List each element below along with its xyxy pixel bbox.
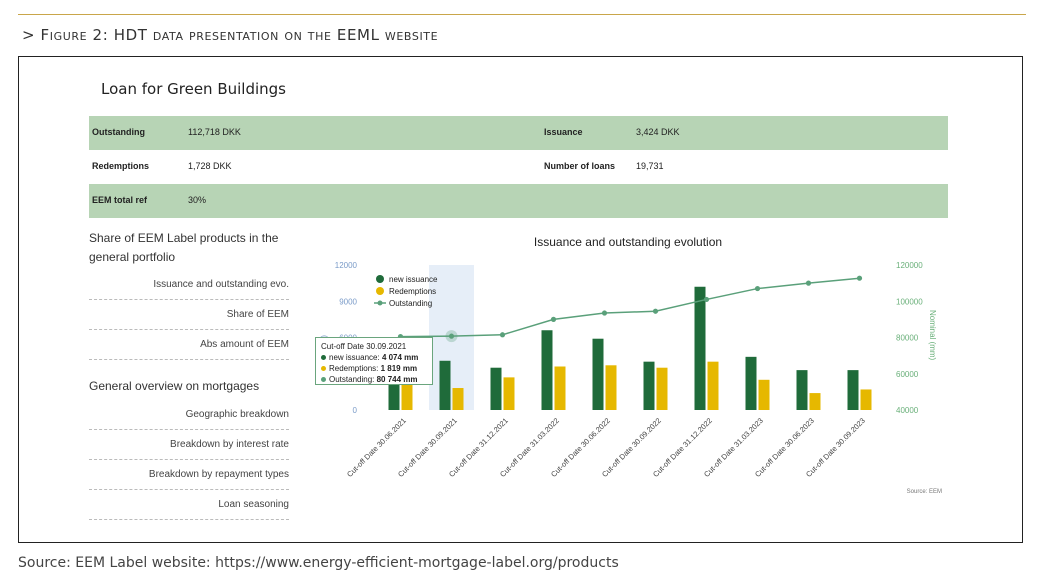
tooltip-label: Outstanding:: [329, 375, 375, 384]
issuance-bar: [796, 370, 808, 410]
top-rule: [18, 14, 1026, 15]
issuance-outstanding-chart[interactable]: Issuance and outstanding evolution 12000 9…: [300, 225, 970, 500]
x-tick-label: Cut-off Date 30.09.2023: [804, 416, 867, 479]
tooltip-row-issuance: new issuance: 4 074 mm: [321, 352, 427, 363]
legend-swatch: [376, 287, 384, 295]
tooltip-row-redemptions: Redemptions: 1 819 mm: [321, 363, 427, 374]
redemptions-bar: [503, 377, 515, 410]
issuance-bar: [490, 367, 502, 410]
right-tick-label: 100000: [896, 297, 923, 306]
left-tick-label: 0: [353, 406, 358, 415]
issuance-bar: [388, 361, 400, 410]
outstanding-point: [550, 316, 557, 322]
redemptions-bar: [758, 379, 770, 410]
chart-tooltip: Cut-off Date 30.09.2021 new issuance: 4 …: [315, 337, 433, 385]
right-axis-label: Nominal (mm): [928, 310, 937, 361]
tooltip-label: new issuance:: [329, 353, 380, 362]
legend-label: new issuance: [389, 275, 438, 284]
sidebar-item-geographic[interactable]: Geographic breakdown: [89, 400, 289, 430]
issuance-bar: [694, 286, 706, 410]
right-tick-label: 120000: [896, 261, 923, 270]
stat-value: 19,731: [636, 161, 664, 171]
right-tick-label: 80000: [896, 334, 919, 343]
tooltip-value: 80 744 mm: [376, 375, 418, 384]
redemptions-bar: [605, 365, 617, 410]
outstanding-point: [448, 333, 455, 339]
stat-row-eem-total: EEM total ref 30%: [89, 184, 948, 218]
outstanding-dot-icon: [321, 377, 326, 383]
stat-value: 1,728 DKK: [188, 161, 232, 171]
outstanding-point: [652, 308, 659, 314]
stat-value: 30%: [188, 195, 207, 205]
issuance-bar: [592, 338, 604, 410]
outstanding-point: [601, 310, 608, 316]
outstanding-point: [754, 285, 761, 292]
sidebar-item-loan-seasoning[interactable]: Loan seasoning: [89, 490, 289, 520]
redemptions-bar: [860, 389, 872, 410]
issuance-bar: [541, 330, 553, 410]
sidebar-heading-eem-share: Share of EEM Label products in the gener…: [89, 231, 279, 264]
redemptions-bar: [656, 367, 668, 410]
tooltip-row-outstanding: Outstanding: 80 744 mm: [321, 374, 427, 385]
stat-value: 3,424 DKK: [636, 127, 680, 137]
tooltip-value: 4 074 mm: [381, 353, 419, 362]
stat-label: EEM total ref: [92, 195, 148, 205]
outstanding-point: [499, 332, 506, 338]
source-text: Source: EEM Label website: https://www.e…: [18, 555, 619, 571]
sidebar-item-share-eem[interactable]: Share of EEM: [89, 300, 289, 330]
left-tick-label: 12000: [335, 261, 358, 270]
sidebar-heading-mortgages: General overview on mortgages: [89, 379, 260, 393]
legend-label: Redemptions: [389, 287, 436, 296]
right-tick-label: 60000: [896, 370, 919, 379]
redemptions-dot-icon: [321, 366, 326, 372]
issuance-bar: [439, 360, 451, 410]
right-tick-label: 40000: [896, 406, 919, 415]
figure-caption: > Figure 2: HDT data presentation on the…: [22, 26, 439, 44]
legend-swatch: [376, 275, 384, 283]
legend-swatch: [377, 300, 383, 306]
chart-source-note: Source: EEM: [907, 489, 942, 495]
issuance-dot-icon: [321, 355, 326, 361]
screenshot-frame: [18, 56, 1023, 543]
stat-row-redemptions: Redemptions 1,728 DKK Number of loans 19…: [89, 150, 948, 184]
issuance-bar: [847, 370, 859, 410]
legend-label: Outstanding: [389, 299, 432, 308]
outstanding-line: [400, 277, 860, 338]
stat-value: 112,718 DKK: [188, 127, 241, 137]
tooltip-label: Redemptions:: [329, 364, 379, 373]
chart-title: Issuance and outstanding evolution: [534, 235, 722, 249]
redemptions-bar: [707, 361, 719, 410]
stat-row-outstanding: Outstanding 112,718 DKK Issuance 3,424 D…: [89, 116, 948, 150]
issuance-bar: [643, 361, 655, 410]
issuance-bar: [745, 356, 757, 410]
panel-title: Loan for Green Buildings: [101, 80, 286, 98]
sidebar-item-issuance-outstanding[interactable]: Issuance and outstanding evo.: [89, 270, 289, 300]
sidebar-item-interest-rate[interactable]: Breakdown by interest rate: [89, 430, 289, 460]
sidebar-item-repayment-types[interactable]: Breakdown by repayment types: [89, 460, 289, 490]
stat-label: Number of loans: [544, 161, 616, 171]
tooltip-title: Cut-off Date 30.09.2021: [321, 342, 407, 351]
left-tick-label: 9000: [339, 297, 357, 306]
sidebar-item-abs-amount[interactable]: Abs amount of EEM: [89, 330, 289, 360]
tooltip-value: 1 819 mm: [380, 364, 418, 373]
redemptions-bar: [809, 393, 821, 410]
stat-label: Outstanding: [92, 127, 145, 137]
redemptions-bar: [401, 382, 413, 410]
stat-label: Redemptions: [92, 161, 150, 171]
redemptions-bar: [452, 388, 464, 410]
outstanding-point: [856, 275, 863, 281]
outstanding-point: [805, 280, 812, 286]
outstanding-point: [703, 296, 710, 303]
redemptions-bar: [554, 366, 566, 410]
stat-label: Issuance: [544, 127, 583, 137]
